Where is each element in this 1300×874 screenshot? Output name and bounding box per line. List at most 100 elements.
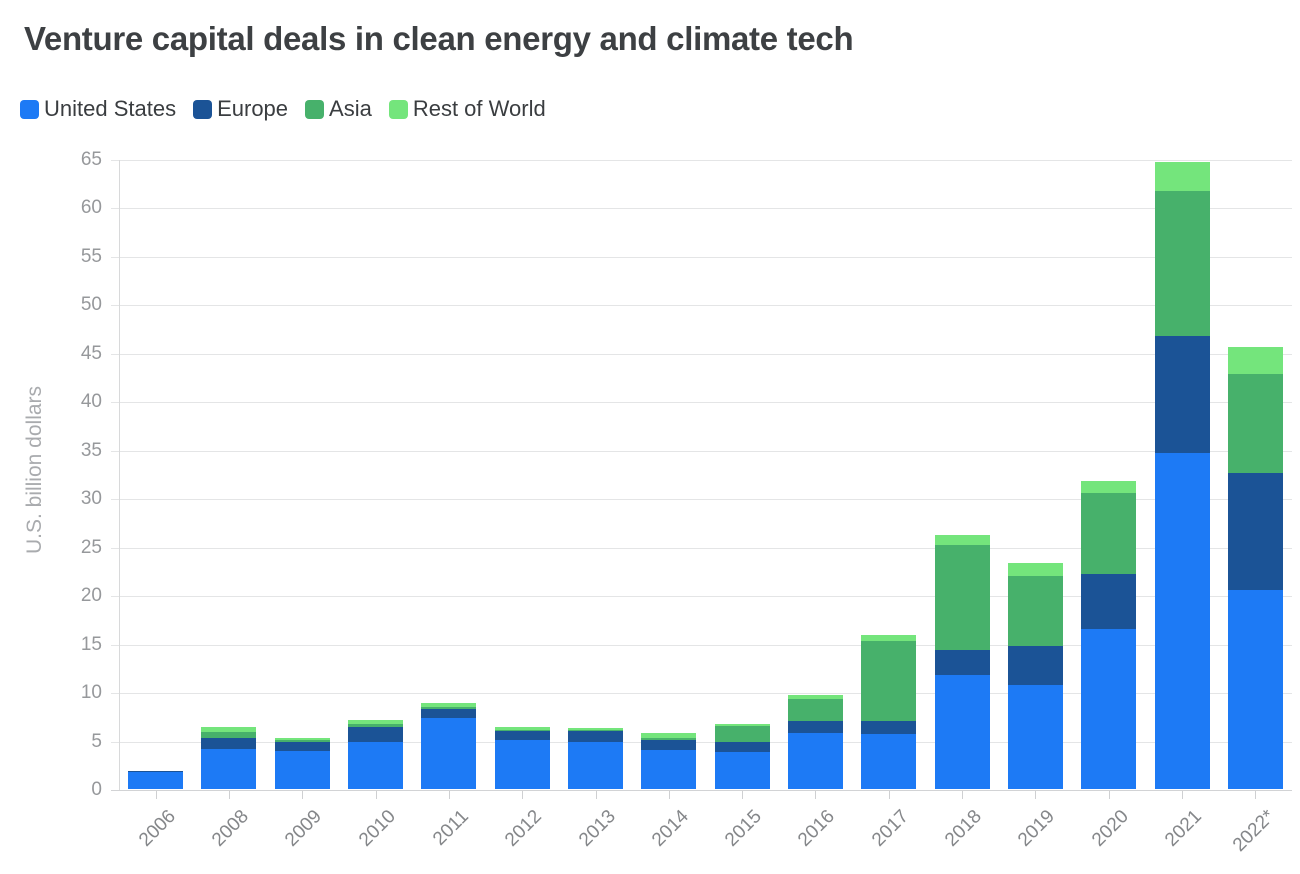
x-tick-label-2012: 2012 [501, 806, 547, 851]
bar-segment-rest-of-world-2019[interactable] [1007, 563, 1063, 576]
bar-segment-united-states-2016[interactable] [787, 732, 843, 789]
bar-column-2022[interactable] [1227, 347, 1283, 789]
y-tick-label-40: 40 [80, 391, 102, 413]
bar-segment-rest-of-world-2015[interactable] [714, 724, 770, 727]
bar-segment-united-states-2018[interactable] [934, 674, 990, 789]
bar-segment-asia-2010[interactable] [348, 724, 404, 727]
bar-segment-europe-2010[interactable] [348, 726, 404, 742]
bar-segment-united-states-2021[interactable] [1154, 452, 1210, 789]
bar-segment-united-states-2017[interactable] [861, 733, 917, 789]
bar-segment-asia-2009[interactable] [274, 739, 330, 743]
bar-segment-asia-2013[interactable] [568, 729, 624, 731]
bar-segment-rest-of-world-2010[interactable] [348, 720, 404, 725]
bar-column-2014[interactable] [641, 732, 697, 789]
bar-column-2021[interactable] [1154, 161, 1210, 789]
x-tick-mark-2014 [668, 791, 670, 799]
bar-segment-united-states-2011[interactable] [421, 718, 477, 789]
bar-segment-united-states-2019[interactable] [1007, 685, 1063, 789]
bar-segment-rest-of-world-2013[interactable] [568, 727, 624, 730]
bar-segment-asia-2020[interactable] [1081, 493, 1137, 574]
bar-column-2011[interactable] [421, 702, 477, 789]
bar-segment-united-states-2006[interactable] [128, 771, 184, 789]
x-tick-label-2016: 2016 [794, 806, 840, 851]
bar-segment-rest-of-world-2021[interactable] [1154, 161, 1210, 192]
gridline-40 [111, 402, 1292, 404]
bar-column-2015[interactable] [714, 724, 770, 789]
bar-segment-united-states-2008[interactable] [201, 749, 257, 789]
bar-segment-asia-2011[interactable] [421, 706, 477, 709]
gridline-50 [111, 305, 1292, 307]
bar-segment-europe-2021[interactable] [1154, 336, 1210, 453]
bar-segment-rest-of-world-2017[interactable] [861, 634, 917, 641]
bar-segment-europe-2008[interactable] [201, 737, 257, 750]
plot-area: 2006 2008 2009 2010 2011 2012 2013 2014 2015 2016… [111, 160, 1292, 856]
bar-segment-europe-2014[interactable] [641, 739, 697, 751]
bar-segment-asia-2022[interactable] [1227, 374, 1283, 474]
bar-column-2010[interactable] [348, 720, 404, 789]
bar-segment-rest-of-world-2016[interactable] [787, 695, 843, 699]
bar-column-2018[interactable] [934, 535, 990, 789]
bar-segment-united-states-2015[interactable] [714, 752, 770, 789]
bar-segment-europe-2016[interactable] [787, 721, 843, 733]
bar-column-2013[interactable] [568, 727, 624, 789]
bar-segment-united-states-2010[interactable] [348, 741, 404, 789]
y-tick-label-10: 10 [80, 682, 102, 704]
x-tick-mark-2017 [888, 791, 890, 799]
x-tick-label-2009: 2009 [281, 806, 327, 851]
bar-segment-europe-2011[interactable] [421, 708, 477, 719]
bar-segment-europe-2018[interactable] [934, 650, 990, 675]
x-tick-label-2022: 2022* [1229, 806, 1280, 856]
bar-segment-rest-of-world-2018[interactable] [934, 535, 990, 545]
bar-segment-asia-2019[interactable] [1007, 575, 1063, 646]
x-tick-mark-2015 [742, 791, 744, 799]
bar-segment-europe-2019[interactable] [1007, 645, 1063, 686]
bar-segment-united-states-2012[interactable] [494, 739, 550, 789]
gridline-55 [111, 256, 1292, 258]
y-tick-label-45: 45 [80, 342, 102, 364]
bar-segment-united-states-2020[interactable] [1081, 629, 1137, 789]
x-tick-mark-2009 [302, 791, 304, 799]
bar-segment-united-states-2022[interactable] [1227, 590, 1283, 789]
bar-column-2019[interactable] [1007, 563, 1063, 789]
bar-segment-rest-of-world-2011[interactable] [421, 702, 477, 707]
legend-label-rest-of-world: Rest of World [412, 96, 546, 121]
bar-column-2009[interactable] [274, 737, 330, 789]
bar-column-2017[interactable] [861, 634, 917, 789]
bar-segment-asia-2016[interactable] [787, 698, 843, 722]
bar-segment-rest-of-world-2022[interactable] [1227, 347, 1283, 375]
bar-segment-united-states-2009[interactable] [274, 751, 330, 789]
legend-item-united-states: United States [20, 96, 176, 122]
bar-segment-europe-2012[interactable] [494, 730, 550, 740]
bar-segment-asia-2018[interactable] [934, 544, 990, 651]
bar-segment-rest-of-world-2020[interactable] [1081, 480, 1137, 494]
bar-segment-asia-2017[interactable] [861, 640, 917, 722]
bar-column-2016[interactable] [787, 695, 843, 789]
bar-segment-europe-2006[interactable] [128, 770, 184, 772]
chart-title: Venture capital deals in clean energy an… [24, 20, 854, 57]
bar-segment-europe-2020[interactable] [1081, 573, 1137, 630]
bar-column-2012[interactable] [494, 726, 550, 789]
x-tick-mark-2013 [595, 791, 597, 799]
bar-segment-asia-2012[interactable] [494, 729, 550, 731]
bar-segment-asia-2014[interactable] [641, 737, 697, 740]
legend-swatch-europe [193, 99, 213, 119]
x-tick-label-2013: 2013 [574, 806, 620, 851]
bar-segment-asia-2008[interactable] [201, 731, 257, 738]
bar-column-2020[interactable] [1081, 480, 1137, 789]
bar-column-2006[interactable] [128, 770, 184, 789]
bar-segment-europe-2017[interactable] [861, 721, 917, 734]
bar-segment-united-states-2013[interactable] [568, 742, 624, 789]
bar-segment-europe-2015[interactable] [714, 742, 770, 753]
bar-segment-europe-2013[interactable] [568, 730, 624, 743]
bar-segment-asia-2021[interactable] [1154, 191, 1210, 337]
bar-segment-europe-2022[interactable] [1227, 473, 1283, 591]
bar-segment-rest-of-world-2009[interactable] [274, 737, 330, 740]
bar-segment-asia-2015[interactable] [714, 726, 770, 743]
bar-column-2008[interactable] [201, 726, 257, 789]
bar-segment-rest-of-world-2008[interactable] [201, 726, 257, 732]
x-tick-mark-2008 [228, 791, 230, 799]
bar-segment-rest-of-world-2014[interactable] [641, 732, 697, 738]
bar-segment-rest-of-world-2012[interactable] [494, 726, 550, 730]
bar-segment-united-states-2014[interactable] [641, 750, 697, 789]
bar-segment-europe-2009[interactable] [274, 742, 330, 752]
